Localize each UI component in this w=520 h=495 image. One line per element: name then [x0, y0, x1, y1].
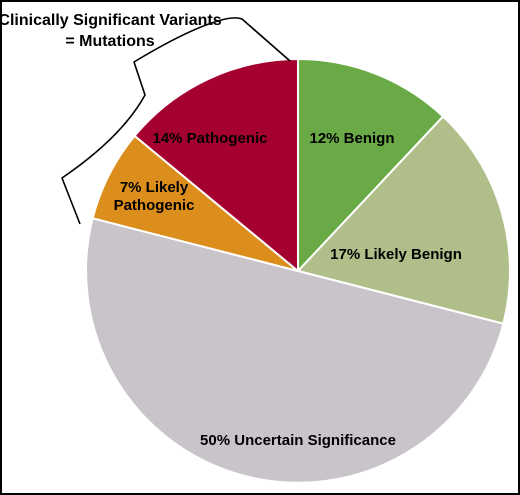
pie-slice-1	[297, 115, 511, 325]
pie-slice-4	[133, 58, 299, 272]
pie-slice-2	[85, 217, 505, 484]
pie-slice-0	[297, 58, 445, 272]
slice-label-4: 14% Pathogenic	[152, 130, 267, 147]
annotation-text: Clinically Significant Variants = Mutatio…	[2, 12, 222, 50]
slice-label-3: 7% Likely Pathogenic	[114, 179, 195, 214]
slice-label-2: 50% Uncertain Significance	[200, 432, 396, 449]
slice-label-1: 17% Likely Benign	[330, 246, 462, 263]
annotation-bracket	[61, 17, 291, 225]
slice-labels: 12% Benign 17% Likely Benign 50% Uncertain…	[114, 130, 462, 449]
slice-label-0: 12% Benign	[309, 130, 394, 147]
pie-slices	[85, 58, 511, 484]
